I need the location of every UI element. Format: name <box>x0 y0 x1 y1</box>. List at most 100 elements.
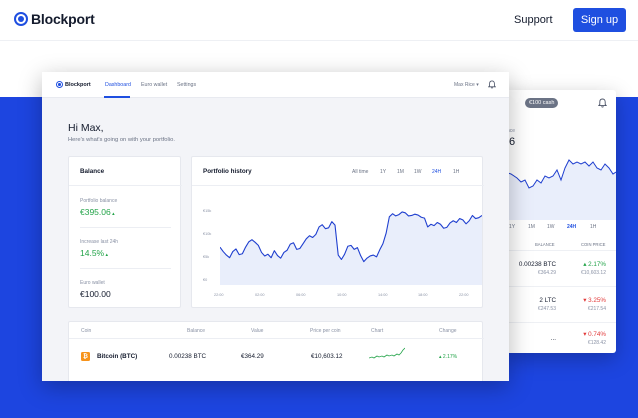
coins-table: Coin Balance Value Price per coin Chart … <box>68 321 484 381</box>
coin-balance: 0.00238 BTC <box>169 353 207 360</box>
chart-line <box>220 211 482 263</box>
coin-price: €10,603.12 <box>580 270 606 276</box>
mobile-tab-1m[interactable]: 1M <box>528 224 535 230</box>
col-change: Change <box>439 328 457 334</box>
range-all-time[interactable]: All time <box>352 169 369 175</box>
list-item[interactable]: 0.00238 BTC €364.29 ▴ 2.17% €10,603.12 <box>505 250 616 286</box>
holding-amount: 0.00238 BTC <box>518 261 556 268</box>
increase-amount: 14.5% <box>80 248 105 258</box>
x-tick-label: 18:00 <box>418 293 428 297</box>
dashboard-window: Blockport Dashboard Euro wallet Settings… <box>42 72 509 381</box>
x-tick-label: 06:00 <box>296 293 306 297</box>
portfolio-history-card: Portfolio history All time 1Y 1M 1W 24H … <box>191 156 484 308</box>
portfolio-history-title: Portfolio history <box>203 168 252 175</box>
blockport-logo-icon <box>14 12 28 26</box>
increase-label: Increase last 24h <box>80 239 119 245</box>
col-price: Price per coin <box>310 328 341 334</box>
portfolio-balance-label: Portfolio balance <box>80 198 118 204</box>
mobile-tab-1h[interactable]: 1H <box>590 224 597 230</box>
list-item[interactable]: ... ▾ 0.74% €128.42 <box>505 322 616 353</box>
dashboard-logo-text: Blockport <box>65 81 91 88</box>
price-change-value: 2.17% <box>588 261 606 268</box>
coin-name: Bitcoin (BTC) <box>97 353 138 360</box>
range-1w[interactable]: 1W <box>414 169 422 175</box>
user-menu[interactable]: Max Rice ▾ <box>454 82 479 88</box>
coin-change-value: 2.17% <box>442 354 458 360</box>
price-change-value: 3.25% <box>588 297 606 304</box>
coin-price: €128.42 <box>587 340 606 346</box>
bell-icon[interactable] <box>598 98 607 108</box>
col-value: Value <box>251 328 264 334</box>
col-balance: Balance <box>187 328 206 334</box>
coin-price: €217.54 <box>587 306 606 312</box>
euro-wallet-value: €100.00 <box>80 289 111 299</box>
nav-active-indicator <box>104 96 130 98</box>
divider <box>192 185 484 186</box>
mobile-portfolio-chart <box>505 159 616 220</box>
price-change: ▾ 3.25% <box>583 297 606 304</box>
range-1y[interactable]: 1Y <box>380 169 387 175</box>
mobile-balance-label: nce <box>507 128 516 134</box>
col-chart: Chart <box>371 328 384 334</box>
x-tick-label: 10:00 <box>337 293 347 297</box>
bell-icon[interactable] <box>488 80 496 89</box>
coin-value: €364.29 <box>241 353 264 360</box>
y-tick-label: €0 <box>203 278 208 282</box>
y-tick-label: €5k <box>203 255 210 259</box>
portfolio-balance-value: €395.06 ▴ <box>80 207 115 217</box>
sparkline-chart <box>369 347 405 359</box>
nav-dashboard[interactable]: Dashboard <box>105 82 131 88</box>
up-arrow-icon: ▴ <box>583 261 589 268</box>
dashboard-nav: Blockport Dashboard Euro wallet Settings… <box>42 72 509 98</box>
up-arrow-icon: ▴ <box>110 211 115 217</box>
x-tick-label: 14:00 <box>378 293 388 297</box>
holding-fiat: €364.29 <box>537 270 556 276</box>
mobile-app-preview: €100 cash nce 6 1Y 1M 1W 24H 1H BALANCE … <box>505 90 616 353</box>
blockport-logo-icon <box>56 81 63 88</box>
dashboard-logo[interactable]: Blockport <box>56 81 91 88</box>
mobile-tab-24h[interactable]: 24H <box>567 224 577 230</box>
mobile-col-coin-price: COIN PRICE <box>581 242 606 247</box>
divider <box>69 185 182 186</box>
mobile-tab-1y[interactable]: 1Y <box>509 224 516 230</box>
mobile-balance-value: 6 <box>509 136 516 148</box>
y-tick-label: €15k <box>203 209 212 213</box>
range-24h[interactable]: 24H <box>432 169 442 175</box>
site-header: Blockport Support Sign up <box>0 0 638 41</box>
price-change: ▴ 2.17% <box>583 261 606 268</box>
site-logo[interactable]: Blockport <box>14 11 95 27</box>
support-link[interactable]: Support <box>514 14 553 26</box>
chevron-down-icon: ▾ <box>474 82 479 88</box>
chart-area <box>220 211 482 285</box>
increase-value: 14.5% ▴ <box>80 248 108 258</box>
greeting: Hi Max, <box>68 122 104 134</box>
mobile-tab-1w[interactable]: 1W <box>547 224 555 230</box>
up-arrow-icon: ▴ <box>439 354 443 360</box>
mobile-col-balance: BALANCE <box>535 242 555 247</box>
euro-wallet-label: Euro wallet <box>80 280 105 286</box>
divider <box>80 268 171 269</box>
coin-change: ▴ 2.17% <box>439 354 457 360</box>
balance-title: Balance <box>80 168 105 175</box>
holding-amount: 2 LTC <box>539 297 556 304</box>
balance-card: Balance Portfolio balance €395.06 ▴ Incr… <box>68 156 182 308</box>
portfolio-history-chart[interactable] <box>220 197 482 285</box>
x-tick-label: 22:00 <box>459 293 469 297</box>
coin-price: €10,603.12 <box>311 353 343 360</box>
nav-euro-wallet[interactable]: Euro wallet <box>141 82 168 88</box>
price-change-value: 0.74% <box>588 331 606 338</box>
signup-button[interactable]: Sign up <box>573 8 626 32</box>
holding-fiat: €247.53 <box>537 306 556 312</box>
range-1m[interactable]: 1M <box>397 169 404 175</box>
divider <box>80 227 171 228</box>
list-item[interactable]: 2 LTC €247.53 ▾ 3.25% €217.54 <box>505 286 616 322</box>
greeting-subtitle: Here's what's going on with your portfol… <box>68 137 175 143</box>
up-arrow-icon: ▴ <box>104 252 109 258</box>
holding-amount: ... <box>550 335 556 342</box>
down-arrow-icon: ▾ <box>583 331 589 338</box>
user-name: Max Rice <box>454 82 475 88</box>
divider <box>69 338 484 339</box>
range-1h[interactable]: 1H <box>453 169 460 175</box>
nav-settings[interactable]: Settings <box>177 82 197 88</box>
site-logo-text: Blockport <box>31 11 95 27</box>
